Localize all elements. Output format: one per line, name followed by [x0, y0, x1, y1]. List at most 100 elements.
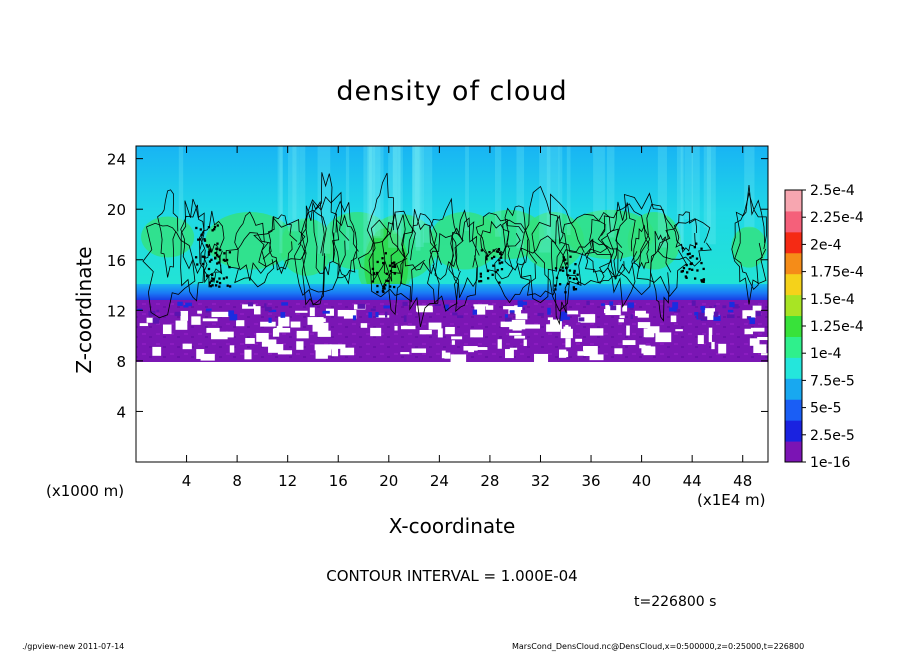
contour-line	[559, 213, 608, 256]
contour-line	[357, 232, 408, 288]
cloud-gap	[180, 310, 189, 321]
contour-dense	[217, 261, 220, 264]
contour-dense	[565, 266, 568, 270]
high-density-blob	[627, 212, 681, 270]
cloud-gap	[244, 349, 252, 360]
footer-source: MarsCond_DensCloud.nc@DensCloud,x=0:5000…	[512, 642, 805, 651]
cloud-gap	[589, 354, 604, 361]
mixed-cell	[205, 309, 210, 313]
mixed-cell	[281, 302, 289, 306]
contour-line	[332, 214, 359, 279]
contour-line	[734, 185, 765, 290]
contour-dense	[391, 262, 394, 265]
vertical-streak	[398, 146, 403, 251]
contour-dense	[702, 267, 705, 271]
cloud-gap	[463, 346, 478, 351]
contour-dense	[498, 281, 501, 284]
mixed-cell	[586, 300, 590, 306]
vertical-streak	[691, 146, 700, 248]
contour-line	[531, 193, 585, 312]
cloud-gap	[619, 315, 625, 319]
contour-line	[368, 210, 425, 303]
contour-dense	[562, 259, 565, 262]
contour-dense	[496, 268, 499, 272]
x-tick-label: 12	[278, 472, 297, 490]
contour-dense	[693, 277, 697, 280]
vertical-streak	[593, 146, 605, 218]
contour-dense	[207, 226, 211, 229]
contour-line	[597, 203, 651, 281]
cloud-gap	[146, 317, 154, 323]
contour-dense	[688, 267, 691, 271]
contour-dense	[695, 257, 699, 260]
cloud-gap	[750, 327, 765, 332]
cloud-gap	[309, 307, 315, 317]
contour-dense	[490, 257, 494, 260]
contour-line	[332, 200, 358, 285]
contour-dense	[214, 251, 217, 255]
mixed-cell	[521, 301, 527, 306]
contour-dense	[381, 257, 384, 260]
mixed-cell	[610, 305, 617, 311]
cloud-gap	[428, 322, 442, 330]
colorbar-label: 2e-4	[810, 237, 842, 253]
contour-dense	[688, 252, 691, 255]
contour-dense	[572, 288, 576, 291]
cloud-gap	[175, 320, 188, 330]
cloud-gap	[191, 316, 201, 325]
cloud-gap	[742, 310, 755, 319]
contour-dense	[200, 233, 203, 237]
y-tick-label: 12	[107, 302, 126, 320]
mixed-cell	[229, 314, 238, 321]
contour-lines	[142, 172, 768, 327]
cloud-gap	[589, 328, 604, 336]
colorbar-label: 2.5e-5	[810, 428, 855, 444]
contour-dense	[680, 270, 683, 273]
contour-dense	[696, 269, 699, 272]
contour-dense	[495, 250, 499, 253]
contour-dense	[500, 253, 503, 256]
mixed-cell	[504, 314, 508, 320]
contour-dense	[212, 277, 215, 280]
mixed-cell	[185, 302, 192, 307]
cloud-gap	[139, 323, 149, 327]
vertical-streak	[345, 146, 350, 250]
contour-dense	[479, 279, 483, 283]
cloud-field-texture	[137, 146, 768, 363]
contour-dense	[371, 267, 375, 271]
contour-dense	[208, 281, 211, 284]
contour-dense	[372, 272, 376, 275]
x-axis-label: X-coordinate	[388, 514, 516, 538]
contour-dense	[382, 287, 385, 290]
contour-dense	[197, 238, 200, 241]
vertical-streak	[558, 146, 563, 238]
cloud-gap	[296, 330, 309, 339]
contour-dense	[691, 268, 694, 271]
x-tick-label: 28	[480, 472, 499, 490]
contour-dense	[566, 282, 570, 286]
contour-dense	[389, 285, 392, 288]
contour-dense	[225, 276, 228, 279]
contour-dense	[376, 284, 379, 288]
contour-dense	[554, 267, 558, 270]
contour-dense	[214, 257, 217, 260]
mixed-cell	[268, 317, 272, 323]
contour-dense	[387, 279, 390, 283]
cloud-gap	[645, 328, 654, 338]
cloud-gap	[704, 308, 716, 318]
mixed-cell	[152, 317, 159, 324]
contour-dense	[569, 255, 572, 258]
contour-dense	[682, 266, 686, 270]
contour-dense	[208, 260, 212, 263]
contour-dense	[555, 276, 559, 279]
contour-dense	[393, 265, 397, 268]
contour-dense	[385, 279, 388, 282]
mixed-cell	[729, 301, 735, 308]
cloud-gap	[450, 354, 467, 363]
mixed-cell	[694, 312, 699, 316]
contour-line	[427, 232, 461, 312]
mixed-cell	[177, 301, 183, 306]
cloud-gap	[360, 323, 368, 328]
mixed-cell	[732, 304, 739, 309]
